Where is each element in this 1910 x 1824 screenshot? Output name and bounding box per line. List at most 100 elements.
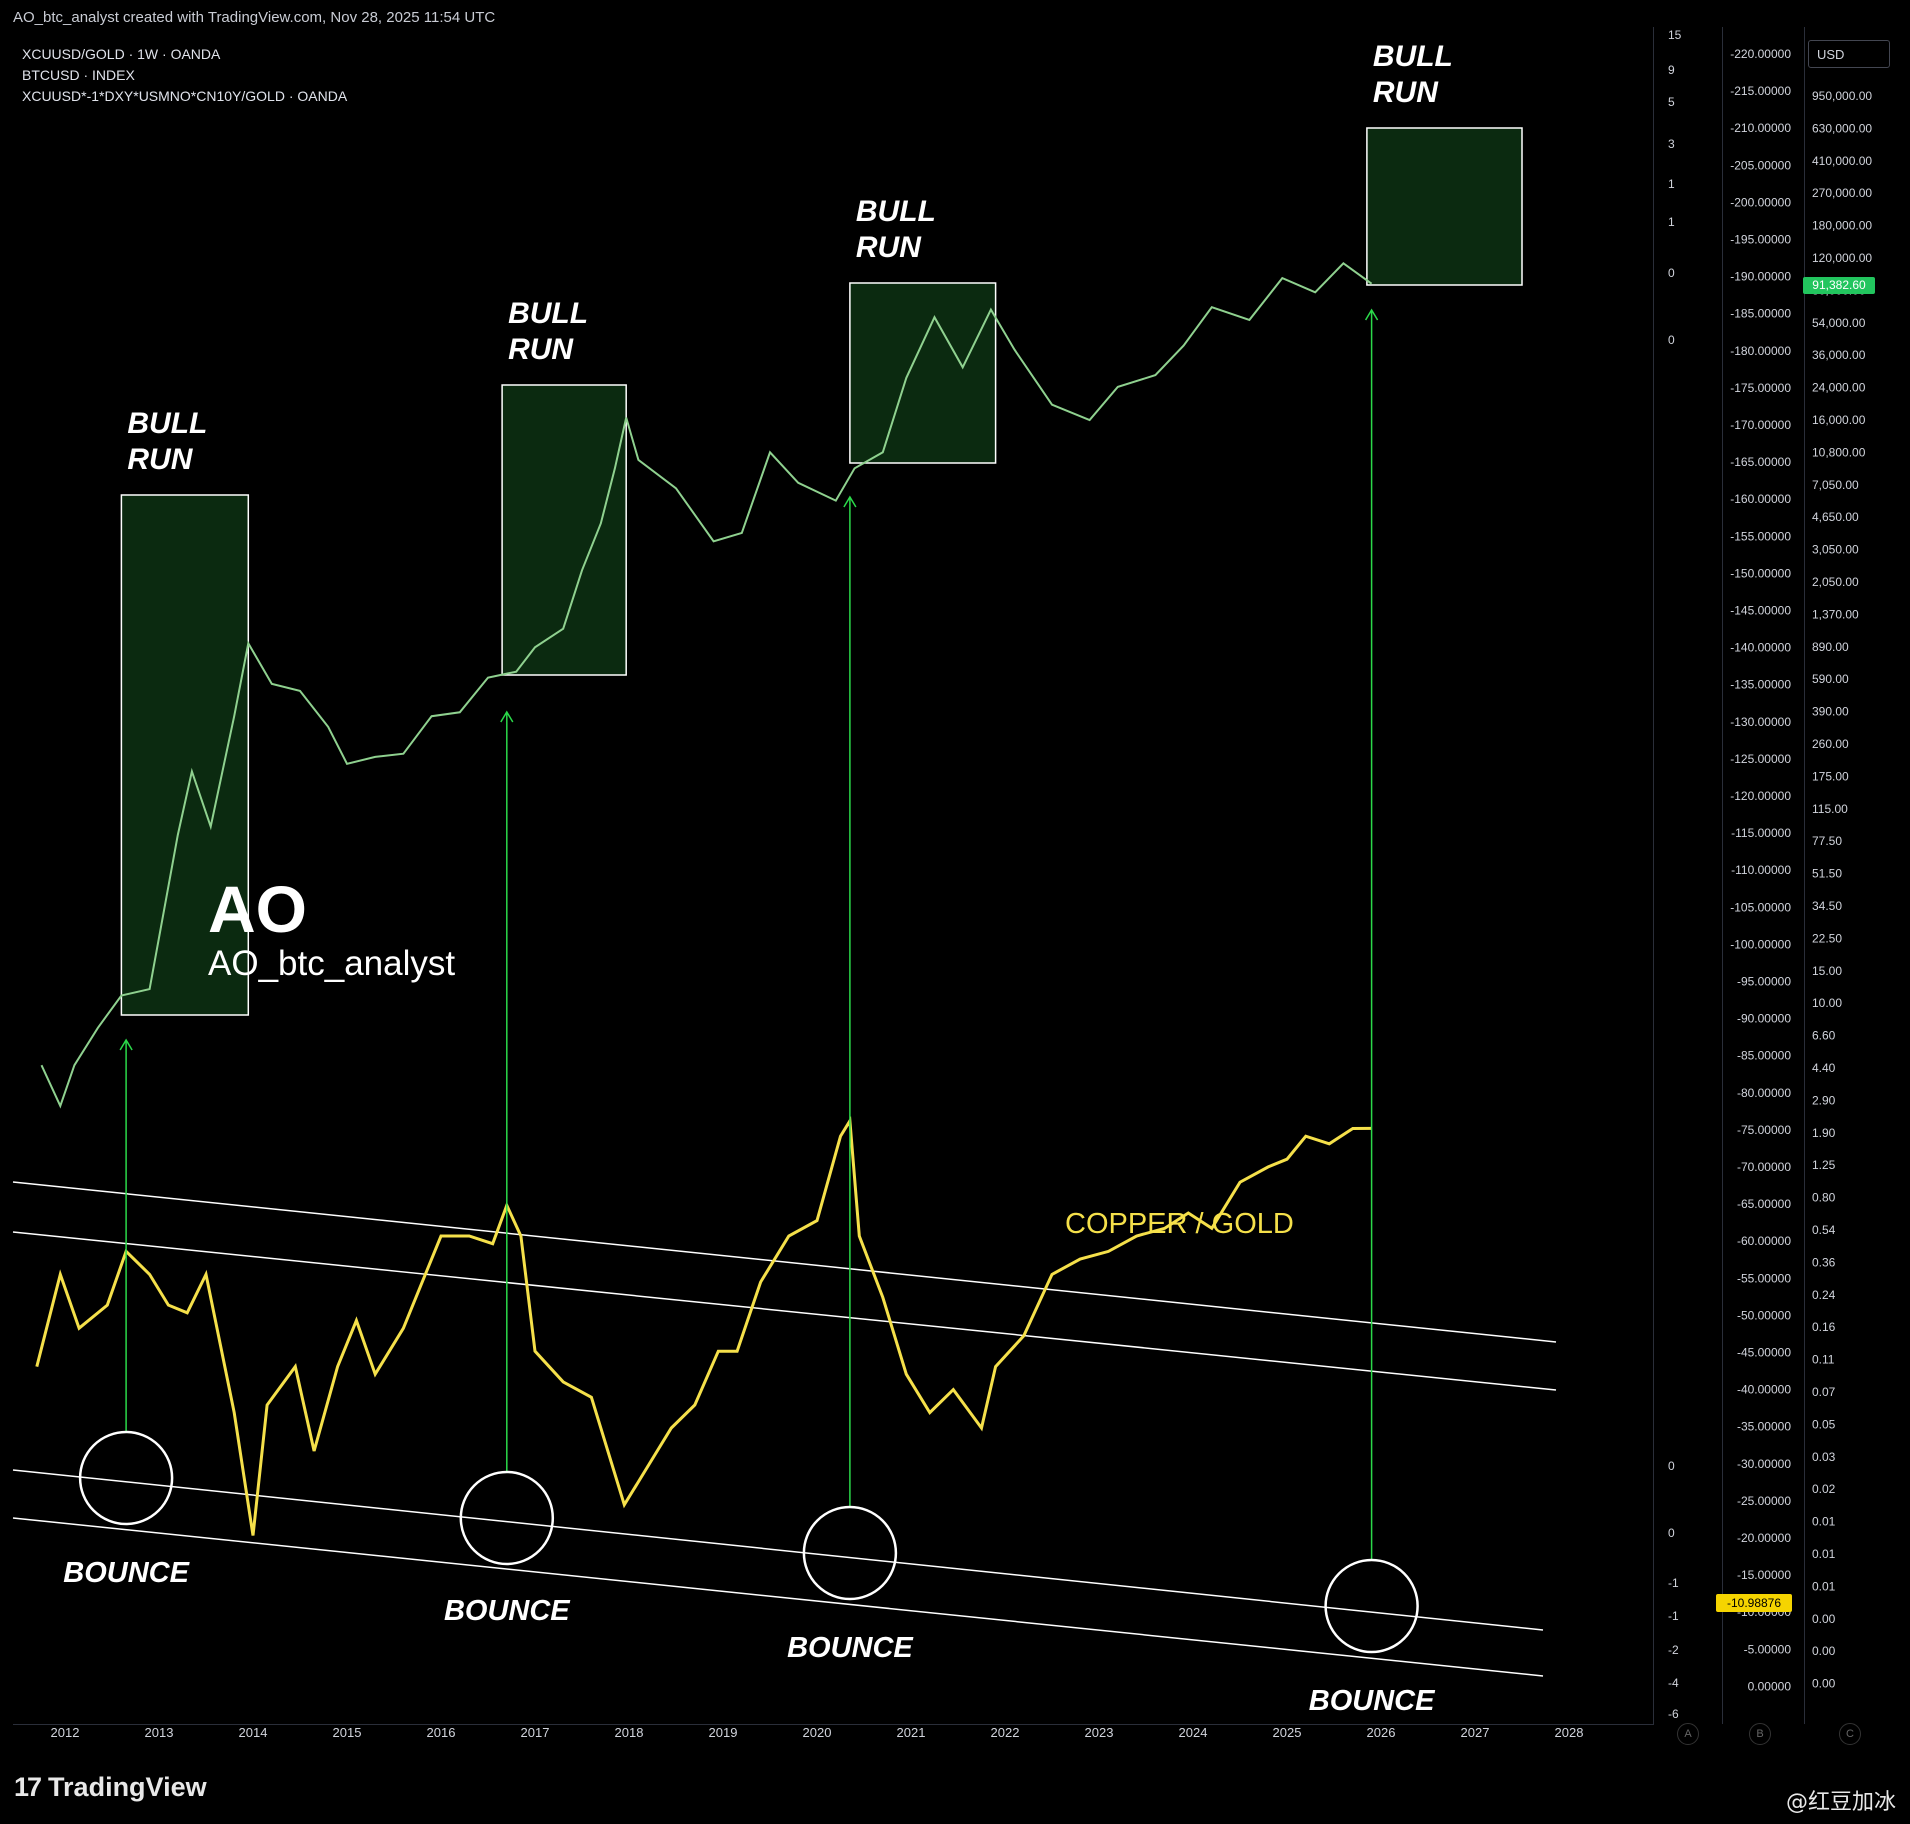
index-axis-tick: -70.00000	[1737, 1160, 1791, 1174]
x-tick-label: 2013	[145, 1725, 174, 1740]
left-axis-tick: -1	[1668, 1576, 1679, 1590]
index-axis-tick: -175.00000	[1730, 381, 1791, 395]
btc-axis-tick: 4,650.00	[1812, 510, 1859, 524]
index-axis-tick: -90.00000	[1737, 1012, 1791, 1026]
index-axis-tick: -205.00000	[1730, 158, 1791, 172]
chart-pane[interactable]	[13, 27, 1654, 1725]
tradingview-logo[interactable]: 17 TradingView	[14, 1772, 207, 1803]
btc-axis-tick: 77.50	[1812, 834, 1842, 848]
channel-line	[12, 1517, 1544, 1677]
index-axis-tick: -130.00000	[1730, 715, 1791, 729]
author-handle: AO_btc_analyst	[208, 944, 455, 983]
legend-item[interactable]: XCUUSD/GOLD · 1W · OANDA	[22, 46, 221, 62]
x-tick-label: 2017	[521, 1725, 550, 1740]
index-axis-tick: -195.00000	[1730, 233, 1791, 247]
btc-axis-tick: 0.80	[1812, 1191, 1836, 1205]
btc-axis-tick: 0.24	[1812, 1288, 1836, 1302]
currency-selector[interactable]: USD	[1808, 40, 1890, 68]
legend-item[interactable]: XCUUSD*-1*DXY*USMNO*CN10Y/GOLD · OANDA	[22, 88, 348, 104]
index-axis-tick: -185.00000	[1730, 307, 1791, 321]
x-tick-label: 2027	[1461, 1725, 1490, 1740]
index-axis-tick: -65.00000	[1737, 1197, 1791, 1211]
btc-axis-tick: 54,000.00	[1812, 316, 1866, 330]
bull-run-box	[120, 494, 250, 1016]
pane-button-a[interactable]: A	[1677, 1723, 1699, 1745]
btc-axis-tick: 10,800.00	[1812, 445, 1866, 459]
btc-axis-tick: 630,000.00	[1812, 121, 1872, 135]
left-axis-tick: 15	[1668, 28, 1682, 42]
btc-price-axis[interactable]	[1804, 27, 1910, 1724]
btc-axis-tick: 7,050.00	[1812, 478, 1859, 492]
index-axis-tick: -145.00000	[1730, 604, 1791, 618]
btc-axis-tick: 390.00	[1812, 705, 1849, 719]
btc-axis-tick: 950,000.00	[1812, 89, 1872, 103]
index-axis-tick: -60.00000	[1737, 1234, 1791, 1248]
index-axis-tick: -140.00000	[1730, 641, 1791, 655]
btc-axis-tick: 590.00	[1812, 672, 1849, 686]
index-axis-tick: -110.00000	[1731, 863, 1791, 877]
bull-run-label: RUN	[856, 231, 922, 264]
bounce-label: BOUNCE	[444, 1595, 571, 1627]
btc-axis-tick: 120,000.00	[1812, 251, 1872, 265]
btc-axis-tick: 15.00	[1812, 964, 1842, 978]
btc-axis-tick: 0.01	[1812, 1579, 1836, 1593]
x-tick-label: 2012	[51, 1725, 80, 1740]
btc-axis-tick: 0.03	[1812, 1450, 1836, 1464]
left-axis-tick: 9	[1668, 63, 1675, 77]
index-price-axis[interactable]	[1722, 27, 1805, 1724]
index-axis-tick: -30.00000	[1737, 1457, 1791, 1471]
x-tick-label: 2021	[897, 1725, 926, 1740]
bounce-label: BOUNCE	[63, 1557, 190, 1589]
author-initials: AO	[208, 872, 307, 946]
legend-item[interactable]: BTCUSD · INDEX	[22, 67, 135, 83]
btc-axis-tick: 260.00	[1812, 737, 1849, 751]
index-axis-tick: -135.00000	[1730, 678, 1791, 692]
x-tick-label: 2025	[1273, 1725, 1302, 1740]
index-axis-tick: -15.00000	[1737, 1568, 1791, 1582]
pane-button-b[interactable]: B	[1749, 1723, 1771, 1745]
channel-line	[12, 1181, 1557, 1343]
watermark: @红豆加冰	[1785, 1790, 1896, 1815]
bounce-circle	[78, 1430, 174, 1526]
index-axis-tick: -45.00000	[1737, 1346, 1791, 1360]
x-tick-label: 2026	[1367, 1725, 1396, 1740]
x-tick-label: 2014	[239, 1725, 268, 1740]
index-axis-tick: -20.00000	[1737, 1531, 1791, 1545]
left-axis-tick: 1	[1668, 215, 1675, 229]
current-value-badge: -10.98876	[1716, 1594, 1792, 1612]
index-axis-tick: -5.00000	[1744, 1642, 1792, 1656]
x-tick-label: 2016	[427, 1725, 456, 1740]
index-axis-tick: -150.00000	[1730, 566, 1791, 580]
index-axis-tick: -180.00000	[1730, 344, 1791, 358]
index-axis-tick: -55.00000	[1737, 1271, 1791, 1285]
left-axis-tick: -6	[1668, 1707, 1679, 1721]
bull-run-box	[1366, 127, 1523, 286]
btc-axis-tick: 180,000.00	[1812, 219, 1872, 233]
signal-arrowhead	[1364, 308, 1379, 321]
bounce-circle	[802, 1505, 898, 1601]
btc-axis-tick: 1,370.00	[1812, 607, 1859, 621]
left-axis-tick: 5	[1668, 95, 1675, 109]
index-axis-tick: -100.00000	[1730, 937, 1791, 951]
btc-axis-tick: 0.07	[1812, 1385, 1836, 1399]
tradingview-wordmark: TradingView	[48, 1772, 207, 1802]
btc-axis-tick: 4.40	[1812, 1061, 1836, 1075]
btc-price-line	[40, 261, 1373, 1109]
left-axis-tick: 0	[1668, 1459, 1675, 1473]
index-axis-tick: -170.00000	[1730, 418, 1791, 432]
chart-caption: AO_btc_analyst created with TradingView.…	[13, 9, 496, 26]
btc-axis-tick: 1.90	[1812, 1126, 1836, 1140]
bull-run-label: BULL	[508, 297, 588, 330]
bull-run-label: BULL	[127, 407, 207, 440]
btc-axis-tick: 0.02	[1812, 1482, 1836, 1496]
x-tick-label: 2024	[1179, 1725, 1208, 1740]
pane-button-c[interactable]: C	[1839, 1723, 1861, 1745]
left-axis-tick: -2	[1668, 1643, 1679, 1657]
btc-axis-tick: 36,000.00	[1812, 348, 1866, 362]
btc-axis-tick: 115.00	[1812, 802, 1848, 816]
index-axis-tick: -120.00000	[1730, 789, 1791, 803]
btc-axis-tick: 0.00	[1812, 1612, 1836, 1626]
x-tick-label: 2015	[333, 1725, 362, 1740]
btc-axis-tick: 6.60	[1812, 1029, 1836, 1043]
left-axis-tick: 0	[1668, 266, 1675, 280]
